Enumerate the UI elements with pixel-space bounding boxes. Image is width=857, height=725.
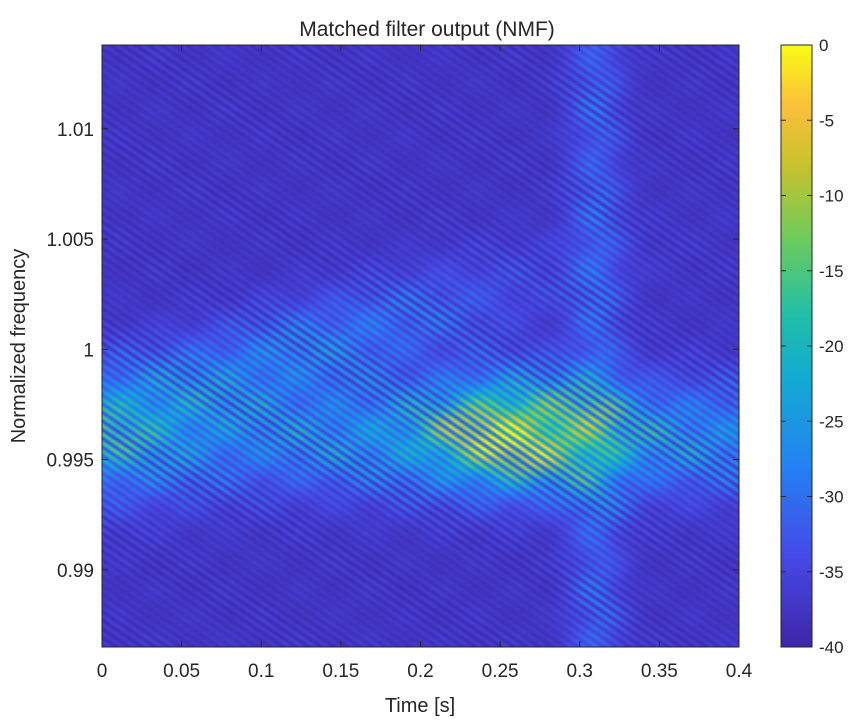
colorbar-tick-label: -25 [819,412,844,431]
y-tick-label: 1.01 [57,120,94,141]
colorbar-tick-label: -40 [819,638,844,657]
x-tick-label: 0.4 [726,661,753,682]
colorbar-tick-label: -15 [819,262,844,281]
y-tick-label: 0.995 [46,451,94,472]
heatmap-image [102,45,739,647]
y-tick-label: 0.99 [57,561,94,582]
colorbar-tick-label: -30 [819,488,844,507]
colorbar: 0 -5 -10 -15 -20 -25 -30 -35 -40 [780,36,844,657]
y-tick-label: 1.005 [46,230,94,251]
x-tick-label: 0.15 [322,661,359,682]
x-tick-label: 0.25 [482,661,519,682]
chart-title: Matched filter output (NMF) [299,18,555,41]
colorbar-tick-label: -10 [819,187,844,206]
x-axis: 0 0.05 0.1 0.15 0.2 0.25 0.3 0.35 0.4 [97,45,753,682]
x-tick-label: 0.3 [567,661,593,682]
colorbar-ticks: 0 -5 -10 -15 -20 -25 -30 -35 -40 [781,36,844,657]
colorbar-tick-label: -35 [819,563,844,582]
plot-area [101,44,740,648]
colorbar-tick-label: -20 [819,337,844,356]
y-tick-label: 1 [83,340,94,361]
y-axis: 0.99 0.995 1 1.005 1.01 [46,120,739,582]
x-tick-label: 0.35 [641,661,678,682]
colorbar-tick-label: -5 [819,111,834,130]
x-tick-label: 0.05 [163,661,200,682]
x-tick-label: 0.2 [407,661,433,682]
x-tick-label: 0.1 [248,661,274,682]
x-tick-label: 0 [97,661,108,682]
x-axis-label: Time [s] [385,695,455,717]
y-axis-label: Normalized frequency [8,249,30,444]
colorbar-gradient [781,45,812,647]
colorbar-tick-label: 0 [819,36,828,55]
